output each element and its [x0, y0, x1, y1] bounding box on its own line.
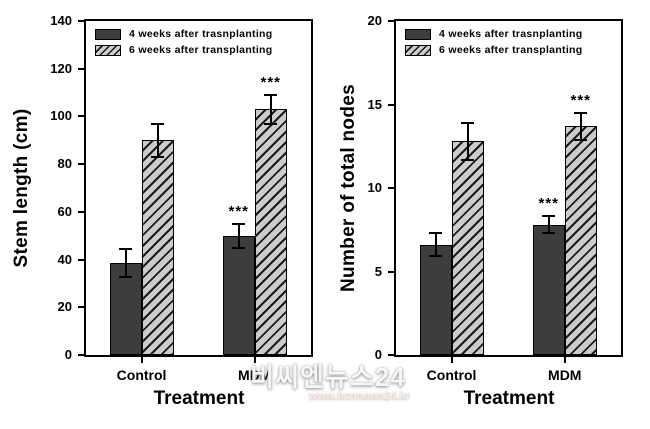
y-axis-tick	[78, 67, 84, 70]
y-axis-tick-label: 120	[50, 60, 72, 76]
y-axis-title-stem-length: Stem length (cm)	[11, 108, 32, 268]
y-axis-tick-label: 60	[57, 203, 72, 219]
y-axis-tick-label: 0	[374, 347, 382, 362]
error-bar	[579, 112, 582, 140]
error-bar-cap-bottom	[461, 158, 475, 161]
category-label-mdm: MDM	[238, 367, 272, 383]
category-label-control: Control	[116, 367, 167, 383]
legend-row: 6 weeks after transplanting	[95, 42, 272, 58]
y-axis-tick	[78, 354, 84, 356]
y-axis-tick	[78, 20, 84, 22]
category-label-control: Control	[426, 367, 477, 383]
error-bar-cap-top	[232, 222, 246, 225]
x-axis-tick	[140, 357, 143, 363]
legend-label: 4 weeks after trasnplanting	[439, 28, 583, 40]
x-axis-title-treatment-left: Treatment	[153, 388, 245, 409]
error-bar	[237, 223, 240, 248]
y-axis-tick	[388, 20, 394, 22]
y-axis-tick	[388, 103, 394, 106]
error-bar-cap-top	[461, 121, 475, 124]
y-axis-tick-label: 5	[374, 263, 382, 279]
y-axis-tick	[388, 270, 394, 273]
error-bar-cap-top	[264, 93, 278, 96]
legend-swatch-solid-icon	[95, 28, 121, 40]
bar-4-weeks-mdm	[222, 235, 255, 355]
y-axis-tick	[388, 354, 394, 356]
bar-6-weeks-mdm	[254, 109, 287, 355]
y-axis-tick-label: 10	[367, 180, 382, 195]
error-bar-cap-bottom	[264, 122, 278, 125]
x-axis-tick	[563, 357, 566, 363]
legend: 4 weeks after trasnplanting 6 weeks after…	[405, 26, 582, 58]
error-bar-cap-bottom	[232, 246, 246, 249]
bar-6-weeks-mdm	[564, 126, 597, 355]
y-axis-tick	[78, 115, 84, 118]
bar-6-weeks-control	[451, 141, 484, 355]
significance-marker: ***	[538, 195, 560, 213]
y-axis-tick-label: 100	[50, 108, 72, 124]
y-axis-tick-label: 0	[64, 347, 72, 362]
error-bar-cap-bottom	[119, 276, 133, 279]
legend-row: 6 weeks after transplanting	[405, 42, 582, 58]
legend-swatch-hatched-icon	[405, 44, 431, 56]
y-axis-tick-label: 20	[57, 299, 72, 315]
y-axis-tick	[78, 306, 84, 309]
error-bar-cap-top	[542, 215, 556, 218]
stem-length-plot-area: 0 20 40 60 80 100 120 140 Control MDM *** *** 4 week…	[50, 13, 313, 383]
error-bar-cap-top	[151, 122, 165, 125]
stem-length-chart: Stem length (cm) 0 20 40 60 80 100 120 140 Contr…	[11, 13, 313, 409]
x-axis-tick	[253, 357, 256, 363]
y-axis-tick-label: 15	[367, 96, 382, 112]
legend-row: 4 weeks after trasnplanting	[405, 26, 582, 42]
category-label-mdm: MDM	[548, 367, 582, 383]
error-bar-cap-bottom	[542, 232, 556, 235]
error-bar	[547, 216, 550, 234]
legend-swatch-solid-icon	[405, 28, 431, 40]
total-nodes-chart: Number of total nodes 0 5 10 15 20 Control MDM…	[325, 0, 650, 429]
error-bar	[434, 233, 437, 257]
error-bar	[269, 94, 272, 124]
bar-6-weeks-control	[141, 140, 174, 355]
y-axis-tick-label: 40	[57, 251, 72, 267]
y-axis-tick	[78, 258, 84, 261]
legend-swatch-hatched-icon	[95, 44, 121, 56]
error-bar-cap-top	[574, 111, 588, 114]
total-nodes-plot-area: 0 5 10 15 20 Control MDM *** *** 4 weeks after tr…	[368, 13, 623, 383]
error-bar-cap-bottom	[151, 155, 165, 158]
x-axis-tick	[450, 357, 453, 363]
significance-marker: ***	[228, 202, 250, 220]
significance-marker: ***	[570, 91, 592, 109]
error-bar-cap-bottom	[429, 255, 443, 258]
error-bar-cap-bottom	[574, 138, 588, 141]
error-bar	[156, 123, 159, 157]
y-axis-tick-label: 140	[50, 13, 72, 28]
y-axis-tick-label: 20	[367, 13, 382, 28]
x-axis-title-treatment-right: Treatment	[463, 388, 555, 409]
y-axis-tick	[78, 163, 84, 166]
y-axis-tick-label: 80	[57, 156, 72, 172]
y-axis-tick	[78, 210, 84, 213]
legend-row: 4 weeks after trasnplanting	[95, 26, 272, 42]
legend-label: 4 weeks after trasnplanting	[129, 28, 273, 40]
bar-4-weeks-control	[109, 263, 142, 355]
error-bar-cap-top	[119, 247, 133, 250]
error-bar	[124, 248, 127, 278]
legend: 4 weeks after trasnplanting 6 weeks after…	[95, 26, 272, 58]
significance-marker: ***	[260, 73, 282, 91]
legend-label: 6 weeks after transplanting	[129, 44, 273, 56]
bar-4-weeks-mdm	[532, 224, 565, 355]
error-bar-cap-top	[429, 232, 443, 235]
y-axis-tick	[388, 187, 394, 189]
legend-label: 6 weeks after transplanting	[439, 44, 583, 56]
bar-4-weeks-control	[419, 244, 452, 355]
error-bar	[466, 122, 469, 160]
